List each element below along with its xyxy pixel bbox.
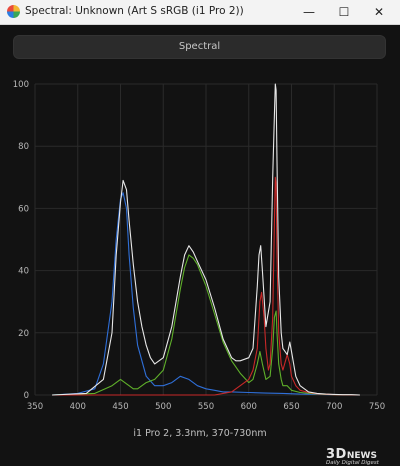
blue-channel-line [52, 192, 360, 396]
window-title: Spectral: Unknown (Art S sRGB (i1 Pro 2)… [25, 5, 244, 17]
x-tick-label: 600 [241, 402, 257, 412]
title-bar: Spectral: Unknown (Art S sRGB (i1 Pro 2)… [0, 0, 400, 25]
x-tick-label: 500 [155, 402, 171, 412]
x-tick-label: 450 [112, 402, 128, 412]
watermark-tagline: Daily Digital Digest [326, 460, 379, 466]
red-channel-line [52, 176, 360, 396]
y-tick-label: 40 [18, 267, 29, 277]
x-axis-label: i1 Pro 2, 3.3nm, 370-730nm [133, 428, 267, 439]
total-spectrum-line [52, 83, 360, 396]
y-tick-label: 100 [13, 80, 29, 90]
x-tick-label: 350 [27, 402, 43, 412]
y-tick-label: 20 [18, 329, 29, 339]
green-channel-line [52, 254, 360, 396]
spectrum-chart: 350 400 450 500 550 600 650 700 750 0 20 40 60 80 100 [13, 80, 385, 412]
x-tick-label: 550 [198, 402, 214, 412]
close-button[interactable]: ✕ [373, 5, 385, 19]
y-tick-label: 0 [24, 391, 29, 401]
window-client-area: Spectral 350 400 450 500 550 600 650 700 750 0 20 4… [0, 25, 400, 466]
x-tick-label: 650 [283, 402, 299, 412]
x-tick-label: 750 [369, 402, 385, 412]
maximize-button[interactable]: ☐ [338, 5, 350, 19]
watermark-news: NEWS [346, 451, 377, 461]
y-tick-label: 80 [18, 142, 29, 152]
spectral-button[interactable]: Spectral [13, 35, 386, 59]
minimize-button[interactable]: — [303, 5, 315, 19]
x-tick-label: 700 [326, 402, 342, 412]
y-tick-label: 60 [18, 204, 29, 214]
watermark-logo: 3DNEWS Daily Digital Digest [326, 443, 379, 466]
x-tick-label: 400 [70, 402, 86, 412]
app-logo-icon [7, 5, 20, 18]
